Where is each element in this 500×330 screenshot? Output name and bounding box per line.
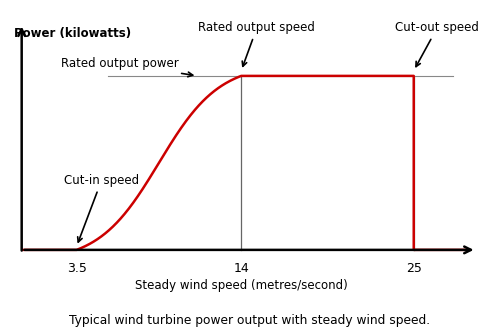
Text: 25: 25	[406, 262, 421, 275]
Text: Rated output power: Rated output power	[61, 57, 192, 77]
Text: Power (kilowatts): Power (kilowatts)	[14, 27, 131, 40]
Text: Steady wind speed (metres/second): Steady wind speed (metres/second)	[135, 279, 348, 292]
Text: 3.5: 3.5	[66, 262, 86, 275]
Text: Typical wind turbine power output with steady wind speed.: Typical wind turbine power output with s…	[70, 314, 430, 327]
Text: Rated output speed: Rated output speed	[198, 21, 316, 66]
Text: Cut-out speed: Cut-out speed	[396, 21, 479, 67]
Text: Cut-in speed: Cut-in speed	[64, 174, 139, 242]
Text: 14: 14	[234, 262, 249, 275]
